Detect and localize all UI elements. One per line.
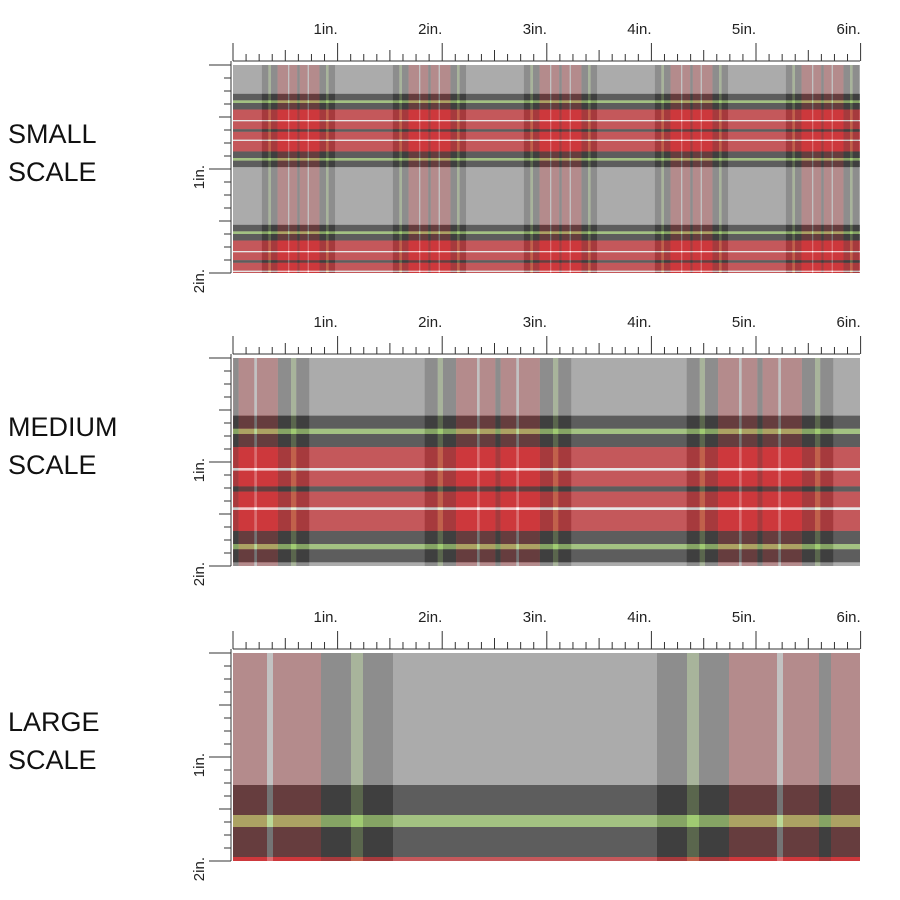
ruler-label: 2in. (191, 857, 208, 881)
scale-label-line: SCALE (8, 157, 97, 187)
ruler-label: 1in. (191, 753, 208, 777)
scale-label: SMALL SCALE (8, 119, 97, 187)
scale-label-line: SCALE (8, 450, 97, 480)
ruler-label: 3in. (523, 21, 547, 38)
ruler-label: 5in. (732, 609, 756, 626)
scale-label: LARGE SCALE (8, 707, 100, 775)
ruler-label: 2in. (191, 562, 208, 586)
fabric-swatch (233, 358, 860, 566)
ruler-label: 4in. (627, 21, 651, 38)
ruler-label: 3in. (523, 314, 547, 331)
ruler-label: 5in. (732, 314, 756, 331)
ruler-label: 6in. (837, 314, 861, 331)
ruler-label: 3in. (523, 609, 547, 626)
ruler-label: 4in. (627, 314, 651, 331)
ruler-label: 6in. (837, 21, 861, 38)
scale-label-line: LARGE (8, 707, 100, 737)
ruler-label: 4in. (627, 609, 651, 626)
scale-label-line: SMALL (8, 119, 97, 149)
scale-label: MEDIUM SCALE (8, 412, 118, 480)
fabric-swatch (233, 653, 860, 861)
ruler-label: 1in. (314, 314, 338, 331)
scale-panel: MEDIUM SCALE 1in. 2in. 3in. 4in. 5in. 6in. 1in. 2… (8, 314, 862, 586)
ruler-label: 6in. (837, 609, 861, 626)
scale-label-line: SCALE (8, 745, 97, 775)
scale-label-line: MEDIUM (8, 412, 118, 442)
ruler-label: 2in. (418, 314, 442, 331)
ruler-label: 1in. (314, 609, 338, 626)
scale-panel: LARGE SCALE 1in. 2in. 3in. 4in. 5in. 6in. 1in. 2i… (8, 609, 862, 881)
ruler-label: 1in. (191, 458, 208, 482)
ruler-label: 2in. (418, 609, 442, 626)
ruler-label: 5in. (732, 21, 756, 38)
ruler-label: 1in. (191, 165, 208, 189)
scale-panel: SMALL SCALE 1in. 2in. 3in. 4in. 5in. 6in. 1in. 2i… (8, 21, 862, 293)
ruler-label: 2in. (418, 21, 442, 38)
ruler-label: 2in. (191, 269, 208, 293)
fabric-swatch (233, 65, 860, 273)
ruler-label: 1in. (314, 21, 338, 38)
